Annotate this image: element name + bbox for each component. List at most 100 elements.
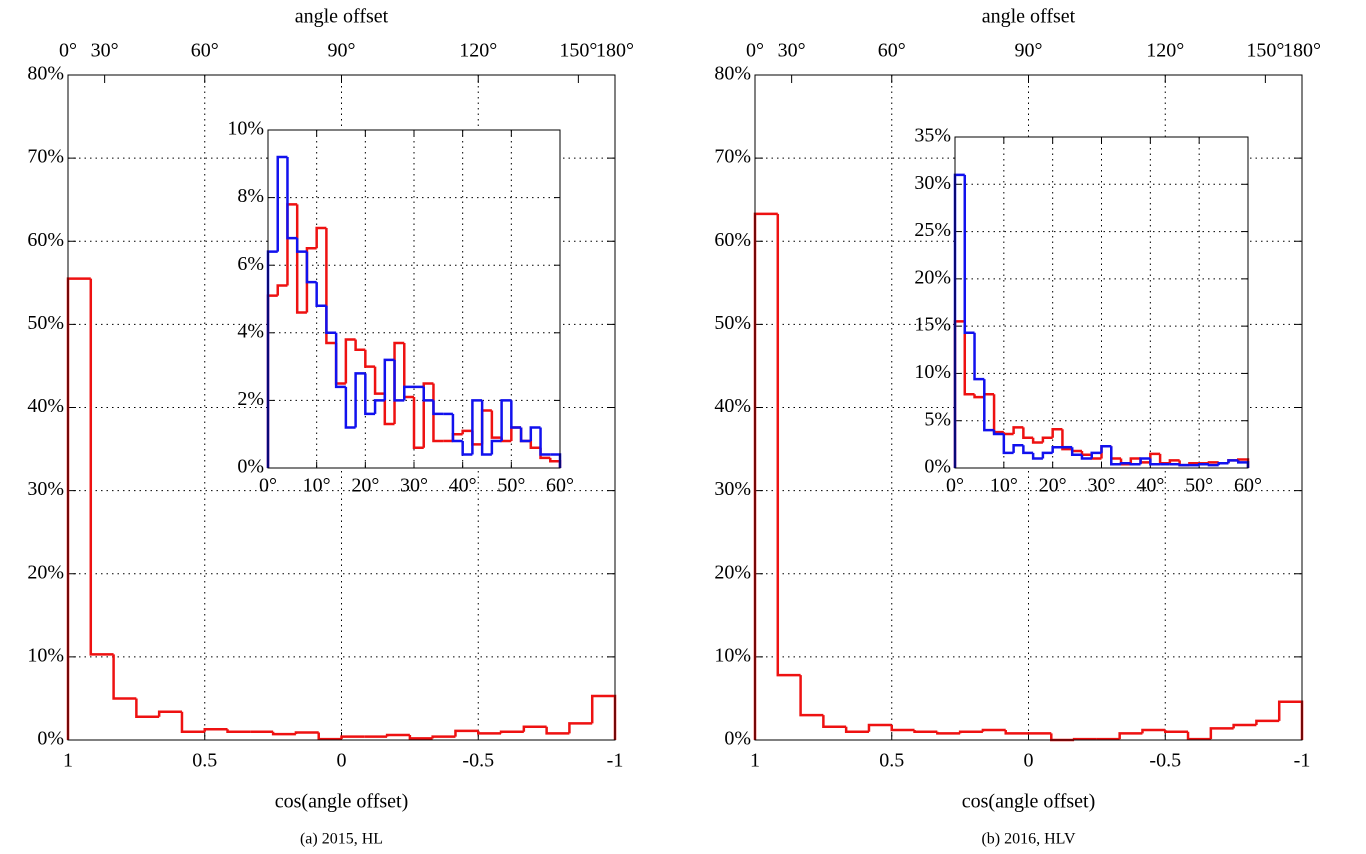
histogram-bin xyxy=(295,238,307,253)
histogram-bin xyxy=(344,338,356,384)
histogram-bin xyxy=(490,439,502,455)
histogram-bin xyxy=(317,732,342,741)
y-tick-label: 20% xyxy=(27,561,64,583)
histogram-bin xyxy=(1004,730,1029,735)
y-tick-label: 30% xyxy=(914,172,951,194)
histogram-bin xyxy=(1022,445,1034,455)
x2-tick-label: 180° xyxy=(1283,40,1321,62)
histogram-bin xyxy=(1031,437,1043,444)
x-tick-label: 0° xyxy=(259,475,277,497)
y-tick-label: 25% xyxy=(914,219,951,241)
histogram-bin xyxy=(822,715,847,728)
histogram-bin xyxy=(480,400,492,456)
histogram-bin xyxy=(135,698,160,718)
y-tick-label: 80% xyxy=(714,63,751,85)
x-tick-label: 40° xyxy=(1136,475,1164,497)
x-tick-label: 30° xyxy=(1088,475,1116,497)
histogram-bin xyxy=(340,735,365,740)
x-tick-label: 60° xyxy=(1234,475,1262,497)
histogram-bin xyxy=(373,399,385,414)
histogram-bin xyxy=(500,399,512,441)
histogram-bin xyxy=(431,735,456,739)
x-axis-label: cos(angle offset) xyxy=(962,791,1095,813)
x-tick-label: 0° xyxy=(946,475,964,497)
histogram-bin xyxy=(461,429,473,435)
x2-tick-label: 150° xyxy=(559,40,597,62)
y-tick-label: 20% xyxy=(914,266,951,288)
histogram-bin xyxy=(545,726,570,735)
histogram-bin xyxy=(981,728,1006,732)
y-tick-label: 80% xyxy=(27,63,64,85)
histogram-bin xyxy=(1031,452,1043,460)
histogram-bin xyxy=(1149,458,1161,466)
x2-tick-label: 60° xyxy=(191,40,219,62)
y-tick-label: 10% xyxy=(714,644,751,666)
histogram-bin xyxy=(1090,451,1102,459)
histogram-bin xyxy=(422,382,434,448)
x2-tick-label: 90° xyxy=(1015,40,1043,62)
histogram-bin xyxy=(344,386,356,429)
histogram-bin xyxy=(276,155,288,252)
histogram-bin xyxy=(1207,463,1219,467)
y-tick-label: 0% xyxy=(924,456,951,478)
y-tick-label: 10% xyxy=(27,644,64,666)
histogram-bin xyxy=(364,373,376,416)
histogram-bin xyxy=(983,379,995,432)
histogram-bin xyxy=(973,332,985,381)
histogram-bin xyxy=(1141,728,1166,734)
histogram-bin xyxy=(973,394,985,399)
x2-axis-label: angle offset xyxy=(982,6,1076,28)
histogram-bin xyxy=(315,226,327,249)
histogram-bin xyxy=(1041,436,1053,443)
plot-frame xyxy=(267,129,561,469)
y-tick-label: 5% xyxy=(924,408,951,430)
x-tick-label: 0 xyxy=(1024,750,1034,772)
histogram-bin xyxy=(276,284,288,296)
histogram-bin xyxy=(393,359,405,402)
caption: (b) 2016, HLV xyxy=(981,831,1076,848)
histogram-bin xyxy=(180,711,205,733)
histogram-bin xyxy=(529,440,541,449)
y-tick-label: 30% xyxy=(714,478,751,500)
x2-axis-label: angle offset xyxy=(295,6,389,28)
histogram-bin xyxy=(364,349,376,368)
y-tick-label: 50% xyxy=(27,312,64,334)
y-tick-label: 4% xyxy=(237,320,264,342)
histogram-bin xyxy=(1012,426,1024,434)
x2-tick-label: 60° xyxy=(878,40,906,62)
histogram-bin xyxy=(1255,719,1280,726)
histogram-bin xyxy=(383,358,395,401)
y-tick-label: 40% xyxy=(27,395,64,417)
y-tick-label: 30% xyxy=(27,478,64,500)
y-tick-label: 0% xyxy=(37,728,64,750)
histogram-bin xyxy=(325,305,337,335)
caption: (a) 2015, HL xyxy=(300,831,383,848)
histogram-bin xyxy=(286,157,298,240)
histogram-bin xyxy=(412,397,424,449)
histogram-bin xyxy=(1227,459,1239,464)
histogram-bin xyxy=(1197,462,1209,466)
histogram-bin xyxy=(936,731,961,735)
x-tick-label: -0.5 xyxy=(462,750,494,772)
histogram-bin xyxy=(305,247,317,313)
histogram-bin xyxy=(354,372,366,428)
histogram-bin xyxy=(890,725,915,732)
x2-tick-label: 180° xyxy=(596,40,634,62)
histogram-bin xyxy=(1100,444,1112,453)
y-tick-label: 70% xyxy=(27,146,64,168)
histogram-bin xyxy=(451,413,463,443)
histogram-bin xyxy=(385,733,410,737)
histogram-bin xyxy=(315,282,327,308)
x-tick-label: 20° xyxy=(351,475,379,497)
histogram-bin xyxy=(799,675,824,717)
histogram-bin xyxy=(1051,445,1063,453)
y-tick-label: 10% xyxy=(914,361,951,383)
x2-tick-label: 150° xyxy=(1246,40,1284,62)
histogram-bin xyxy=(1061,429,1073,451)
histogram-bin xyxy=(454,729,479,737)
histogram-bin xyxy=(1070,447,1082,457)
histogram-bin xyxy=(1080,454,1092,460)
histogram-bin xyxy=(1002,433,1014,455)
histogram-bin xyxy=(963,321,975,396)
histogram-bin xyxy=(867,723,892,732)
